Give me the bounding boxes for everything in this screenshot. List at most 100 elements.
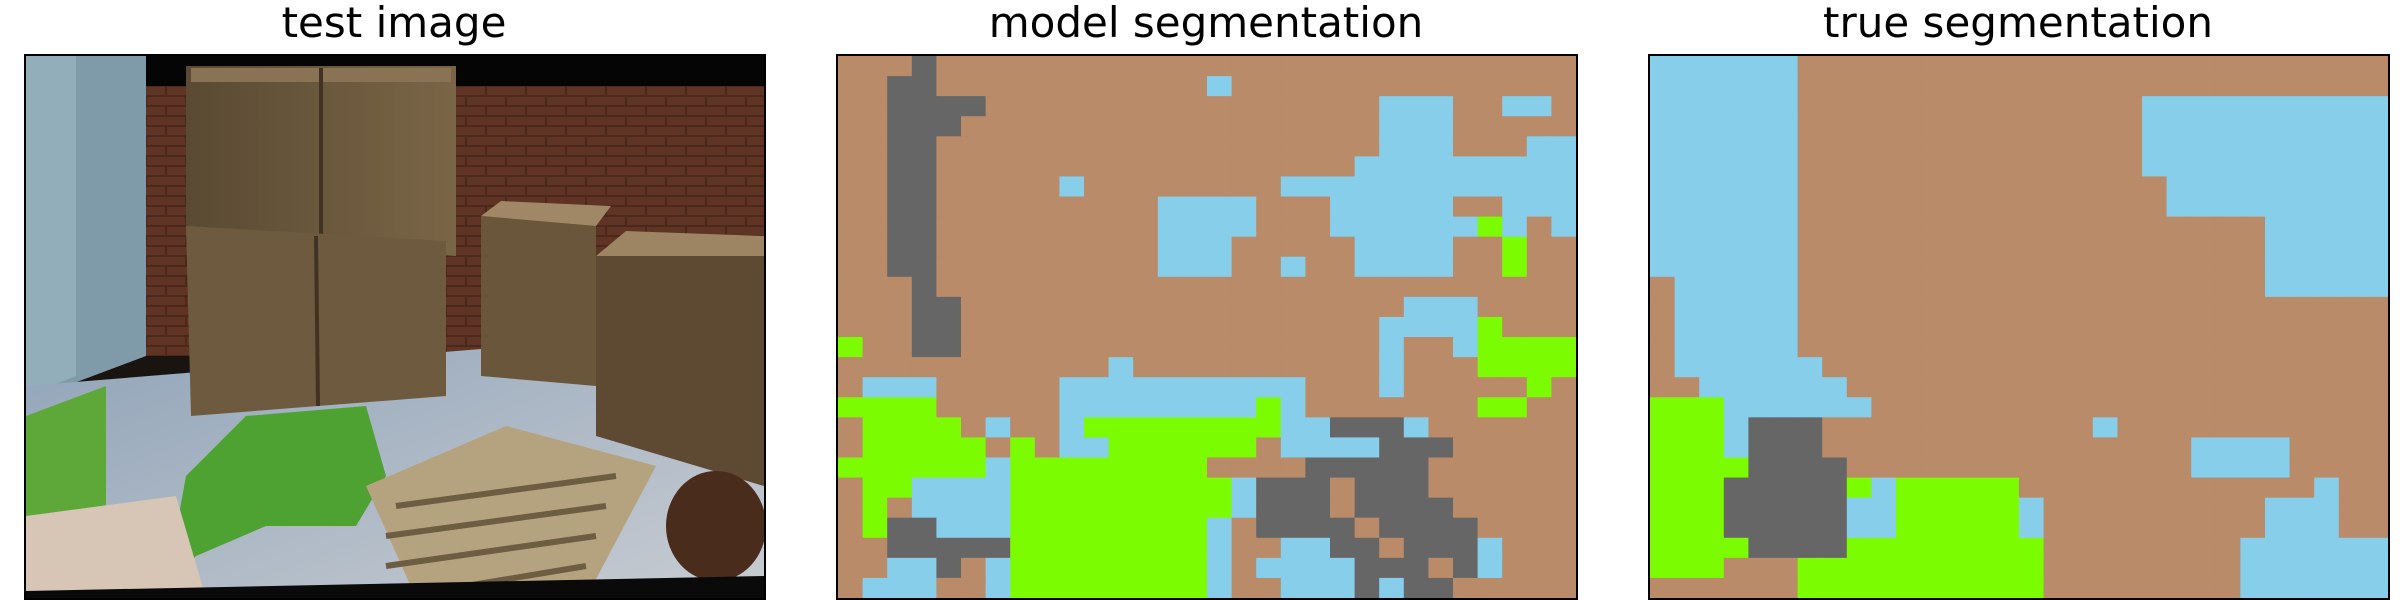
model-segmentation-cell: [1330, 136, 1356, 157]
true-segmentation-cell: [2043, 196, 2069, 218]
model-segmentation-cell: [1059, 196, 1085, 218]
model-segmentation-cell: [1502, 136, 1528, 157]
true-segmentation-cell: [1846, 337, 1872, 358]
true-segmentation-cell: [1945, 417, 1971, 438]
true-segmentation-cell: [2166, 477, 2192, 499]
true-segmentation-cell: [1871, 397, 1897, 418]
true-segmentation-cell: [2142, 276, 2168, 298]
true-segmentation-cell: [1674, 116, 1700, 137]
true-segmentation-cell: [1773, 236, 1799, 258]
true-segmentation-cell: [1723, 136, 1749, 157]
true-segmentation-cell: [1846, 537, 1872, 559]
true-segmentation-cell: [1674, 497, 1700, 519]
model-segmentation-cell: [1453, 377, 1479, 398]
true-segmentation-cell: [1896, 296, 1922, 318]
model-segmentation-cell: [1280, 557, 1306, 579]
true-segmentation-cell: [2019, 457, 2045, 479]
true-segmentation-cell: [1650, 296, 1676, 318]
model-segmentation-cell: [1428, 577, 1454, 598]
model-segmentation-cell: [1182, 577, 1208, 598]
model-segmentation-cell: [1059, 216, 1085, 238]
true-segmentation-cell: [2092, 236, 2118, 258]
model-segmentation-cell: [985, 577, 1011, 598]
true-segmentation-cell: [1994, 557, 2020, 579]
model-segmentation-cell: [1133, 437, 1159, 459]
model-segmentation-cell: [1428, 56, 1454, 77]
true-segmentation-cell: [1674, 417, 1700, 438]
true-segmentation-cell: [1748, 557, 1774, 579]
model-segmentation-cell: [1379, 517, 1405, 539]
true-segmentation-cell: [2265, 517, 2291, 539]
model-segmentation-cell: [887, 296, 913, 318]
model-segmentation-cell: [838, 296, 864, 318]
true-segmentation-cell: [1896, 116, 1922, 137]
model-segmentation-cell: [1010, 116, 1036, 137]
model-segmentation-cell: [911, 377, 937, 398]
true-segmentation-cell: [1945, 517, 1971, 539]
model-segmentation-cell: [1354, 377, 1380, 398]
true-segmentation-cell: [1969, 276, 1995, 298]
model-segmentation-cell: [1059, 457, 1085, 479]
true-segmentation-cell: [2068, 517, 2094, 539]
true-segmentation-cell: [2117, 156, 2143, 178]
true-segmentation-cell: [2265, 537, 2291, 559]
model-segmentation-cell: [961, 577, 987, 598]
model-segmentation-cell: [1157, 457, 1183, 479]
true-segmentation-cell: [2019, 357, 2045, 378]
true-segmentation-cell: [1945, 76, 1971, 97]
true-segmentation-cell: [2068, 557, 2094, 579]
true-segmentation-cell: [2215, 96, 2241, 117]
true-segmentation-cell: [1699, 56, 1725, 77]
true-segmentation-cell: [1969, 256, 1995, 278]
model-segmentation-cell: [887, 477, 913, 499]
true-segmentation-cell: [2191, 497, 2217, 519]
model-segmentation-cell: [1502, 176, 1528, 198]
true-segmentation-cell: [1797, 497, 1823, 519]
true-segmentation-cell: [1945, 196, 1971, 218]
model-segmentation-cell: [1280, 256, 1306, 278]
model-segmentation-cell: [1010, 56, 1036, 77]
model-segmentation-cell: [1182, 337, 1208, 358]
true-segmentation-cell: [1920, 397, 1946, 418]
model-segmentation-cell: [1379, 136, 1405, 157]
model-segmentation-cell: [1477, 557, 1503, 579]
true-segmentation-cell: [2142, 417, 2168, 438]
true-segmentation-cell: [2289, 557, 2315, 579]
model-segmentation-cell: [911, 76, 937, 97]
true-segmentation-cell: [2142, 457, 2168, 479]
true-segmentation-cell: [1797, 337, 1823, 358]
model-segmentation-cell: [1354, 437, 1380, 459]
true-segmentation-cell: [2265, 457, 2291, 479]
model-segmentation-cell: [1305, 337, 1331, 358]
model-segmentation-cell: [1551, 196, 1576, 218]
true-segmentation-cell: [2240, 196, 2266, 218]
true-segmentation-cell: [2289, 477, 2315, 499]
true-segmentation-cell: [2191, 256, 2217, 278]
model-segmentation-cell: [1428, 537, 1454, 559]
true-segmentation-cell: [1748, 477, 1774, 499]
true-segmentation-cell: [1822, 96, 1848, 117]
model-segmentation-cell: [961, 236, 987, 258]
true-segmentation-cell: [1896, 417, 1922, 438]
true-segmentation-cell: [2314, 417, 2340, 438]
model-segmentation-cell: [1354, 397, 1380, 418]
model-segmentation-cell: [985, 337, 1011, 358]
model-segmentation-cell: [1133, 537, 1159, 559]
true-segmentation-cell: [2314, 557, 2340, 579]
true-segmentation-cell: [2117, 437, 2143, 459]
true-segmentation-cell: [1945, 497, 1971, 519]
model-segmentation-cell: [1502, 517, 1528, 539]
model-segmentation-cell: [1453, 196, 1479, 218]
model-segmentation-cell: [985, 96, 1011, 117]
model-segmentation-cell: [838, 156, 864, 178]
true-segmentation-cell: [2043, 256, 2069, 278]
model-segmentation-cell: [1182, 156, 1208, 178]
model-segmentation-cell: [1354, 176, 1380, 198]
true-segmentation-cell: [2265, 276, 2291, 298]
true-segmentation-cell: [1920, 577, 1946, 598]
model-segmentation-cell: [1010, 256, 1036, 278]
true-segmentation-cell: [2117, 477, 2143, 499]
true-segmentation-cell: [2068, 577, 2094, 598]
true-segmentation-cell: [2265, 417, 2291, 438]
model-segmentation-cell: [961, 216, 987, 238]
